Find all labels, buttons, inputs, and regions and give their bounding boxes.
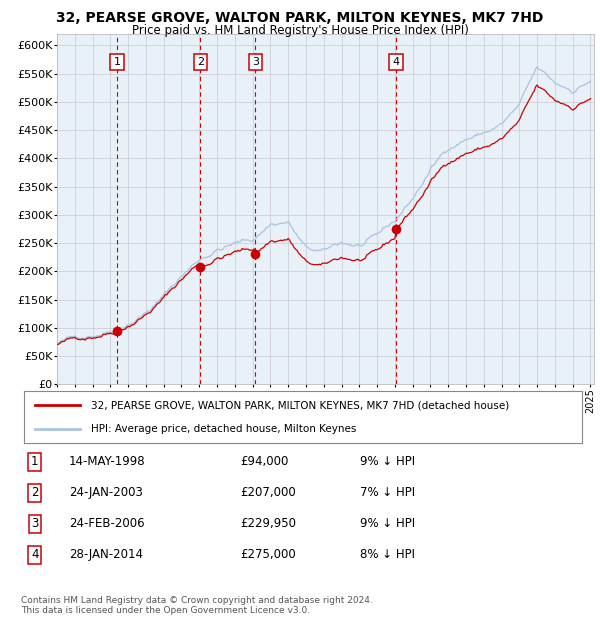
Text: Price paid vs. HM Land Registry's House Price Index (HPI): Price paid vs. HM Land Registry's House … xyxy=(131,24,469,37)
Text: Contains HM Land Registry data © Crown copyright and database right 2024.
This d: Contains HM Land Registry data © Crown c… xyxy=(21,596,373,615)
Text: 14-MAY-1998: 14-MAY-1998 xyxy=(69,456,146,468)
Text: £207,000: £207,000 xyxy=(240,487,296,499)
Text: 24-JAN-2003: 24-JAN-2003 xyxy=(69,487,143,499)
Text: 1: 1 xyxy=(113,58,121,68)
Text: £94,000: £94,000 xyxy=(240,456,289,468)
Text: 3: 3 xyxy=(252,58,259,68)
Text: 9% ↓ HPI: 9% ↓ HPI xyxy=(360,518,415,530)
Text: 28-JAN-2014: 28-JAN-2014 xyxy=(69,549,143,561)
Text: 4: 4 xyxy=(392,58,400,68)
Text: 2: 2 xyxy=(31,487,38,499)
Text: 2: 2 xyxy=(197,58,204,68)
Text: 32, PEARSE GROVE, WALTON PARK, MILTON KEYNES, MK7 7HD: 32, PEARSE GROVE, WALTON PARK, MILTON KE… xyxy=(56,11,544,25)
Text: £275,000: £275,000 xyxy=(240,549,296,561)
Text: 9% ↓ HPI: 9% ↓ HPI xyxy=(360,456,415,468)
Text: 24-FEB-2006: 24-FEB-2006 xyxy=(69,518,145,530)
Text: HPI: Average price, detached house, Milton Keynes: HPI: Average price, detached house, Milt… xyxy=(91,423,356,433)
Text: 3: 3 xyxy=(31,518,38,530)
Text: 7% ↓ HPI: 7% ↓ HPI xyxy=(360,487,415,499)
Text: 1: 1 xyxy=(31,456,38,468)
Text: 8% ↓ HPI: 8% ↓ HPI xyxy=(360,549,415,561)
Text: £229,950: £229,950 xyxy=(240,518,296,530)
Text: 32, PEARSE GROVE, WALTON PARK, MILTON KEYNES, MK7 7HD (detached house): 32, PEARSE GROVE, WALTON PARK, MILTON KE… xyxy=(91,401,509,410)
Text: 4: 4 xyxy=(31,549,38,561)
